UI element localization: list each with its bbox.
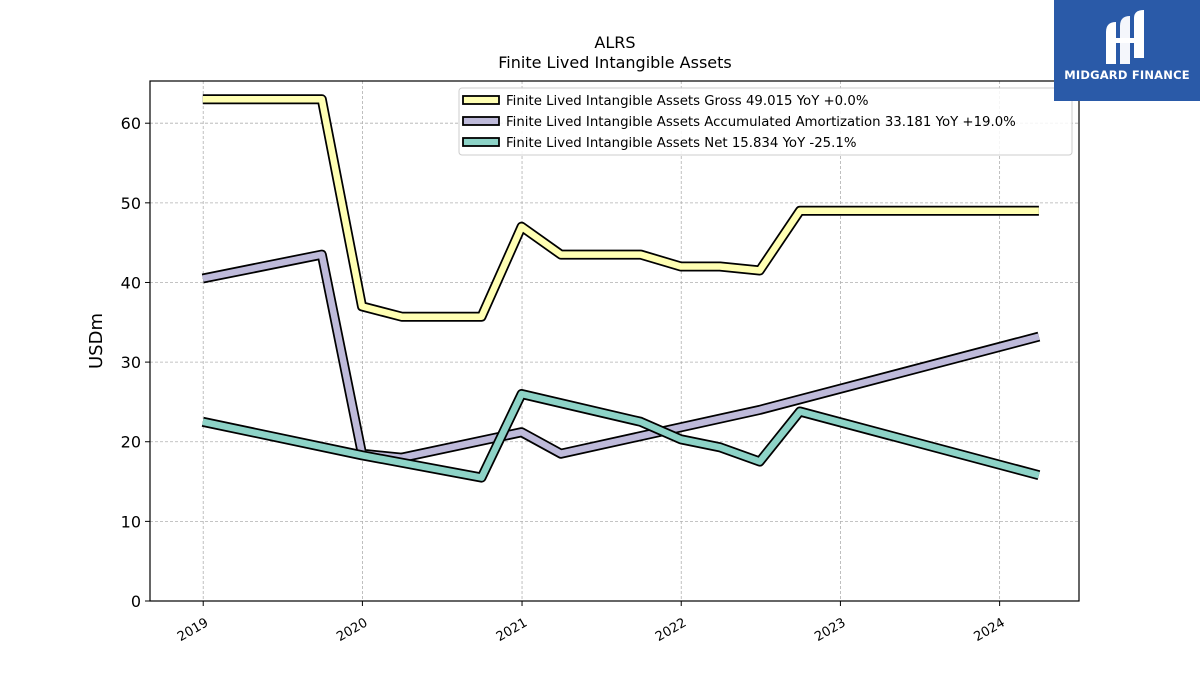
brand-name: MIDGARD FINANCE xyxy=(1064,68,1190,82)
series-line-fill xyxy=(202,251,1040,461)
y-tick-label: 40 xyxy=(121,273,141,292)
x-tick-label: 2023 xyxy=(812,615,848,645)
series-line-0 xyxy=(202,94,1039,322)
legend: Finite Lived Intangible Assets Gross 49.… xyxy=(458,87,1073,156)
x-tick-label: 2020 xyxy=(334,615,370,645)
x-tick-label: 2019 xyxy=(175,615,211,645)
x-tick-label: 2022 xyxy=(653,615,689,645)
y-axis-label: USDm xyxy=(86,313,107,369)
grid xyxy=(150,81,1079,602)
x-tick-label: 2021 xyxy=(494,615,530,645)
legend-box xyxy=(458,87,1073,156)
legend-label: Finite Lived Intangible Assets Net 15.83… xyxy=(506,136,856,151)
y-tick-label: 60 xyxy=(121,114,141,133)
series-line-1 xyxy=(201,249,1041,463)
chart-subtitle: Finite Lived Intangible Assets xyxy=(498,53,731,72)
plot-frame xyxy=(149,80,1080,602)
midgard-logo-icon xyxy=(1106,10,1144,64)
series-line-fill xyxy=(202,96,1039,320)
legend-label: Finite Lived Intangible Assets Gross 49.… xyxy=(506,94,868,109)
legend-swatch xyxy=(462,116,500,126)
y-tick-label: 0 xyxy=(131,592,141,611)
chart-title: ALRS xyxy=(594,33,635,52)
series-lines xyxy=(201,94,1041,483)
x-tick-label: 2024 xyxy=(971,615,1007,645)
y-tick-label: 20 xyxy=(121,433,141,452)
legend-swatch xyxy=(462,137,500,147)
brand-logo: MIDGARD FINANCE xyxy=(1054,0,1200,101)
legend-label: Finite Lived Intangible Assets Accumulat… xyxy=(506,115,1016,130)
series-line-2 xyxy=(201,389,1041,483)
legend-swatch xyxy=(462,95,500,105)
y-tick-label: 10 xyxy=(121,512,141,531)
y-tick-label: 30 xyxy=(121,353,141,372)
y-tick-label: 50 xyxy=(121,194,141,213)
series-line-fill xyxy=(202,390,1040,481)
